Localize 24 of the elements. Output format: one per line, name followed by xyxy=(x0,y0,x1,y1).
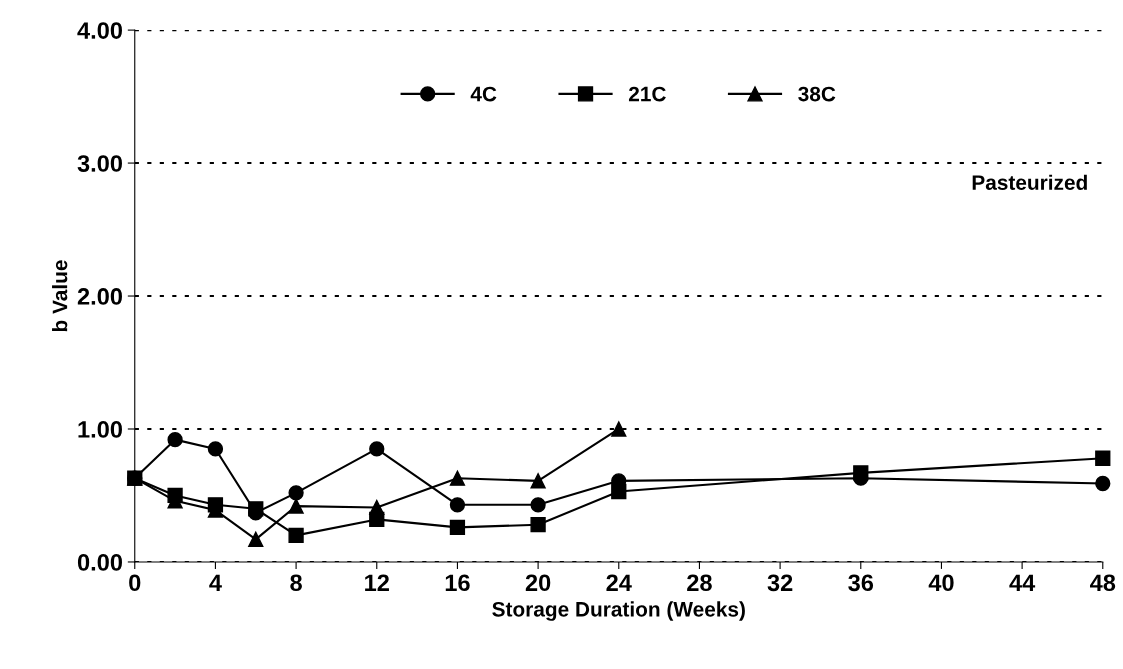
y-tick-label: 4.00 xyxy=(77,22,122,39)
x-tick-label: 48 xyxy=(1090,574,1116,592)
y-tick-label: 1.00 xyxy=(78,421,122,438)
x-tick-label: 0 xyxy=(129,574,141,592)
x-tick-label: 44 xyxy=(1009,574,1036,591)
x-tick-label: 4 xyxy=(209,574,222,591)
y-tick-label: 3.00 xyxy=(77,155,122,172)
x-tick-label: 8 xyxy=(290,574,302,592)
x-tick-label: 24 xyxy=(606,574,632,591)
annotation: Pasteurized xyxy=(972,174,1087,190)
x-tick-label: 16 xyxy=(445,574,470,592)
x-axis-title: Storage Duration (Weeks) xyxy=(492,601,745,621)
legend-label: 4C xyxy=(470,86,497,102)
x-tick-label: 28 xyxy=(687,574,712,592)
x-tick-label: 20 xyxy=(525,574,551,592)
legend-label: 21C xyxy=(628,86,666,102)
x-tick-label: 12 xyxy=(365,574,389,591)
x-tick-label: 36 xyxy=(848,574,874,592)
y-tick-label: 0.00 xyxy=(77,554,122,571)
legend-label: 38C xyxy=(798,86,836,102)
x-tick-label: 40 xyxy=(928,574,954,592)
x-tick-label: 32 xyxy=(767,574,793,592)
y-tick-label: 2.00 xyxy=(77,288,122,305)
y-axis-title: b Value xyxy=(52,260,68,332)
